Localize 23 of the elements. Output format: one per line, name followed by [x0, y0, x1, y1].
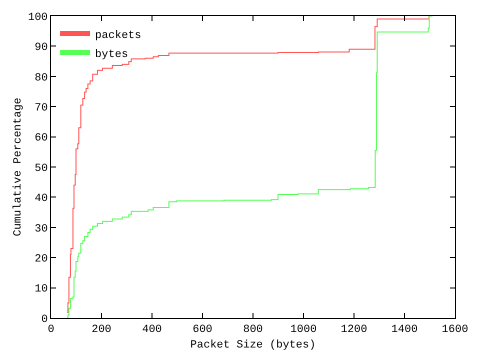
x-tick-label: 400	[142, 324, 162, 336]
y-tick-label: 50	[34, 162, 48, 175]
x-tick-label: 200	[92, 324, 112, 336]
y-tick-label: 40	[34, 193, 48, 206]
y-tick-label: 30	[34, 223, 48, 236]
x-tick-label: 600	[192, 324, 212, 336]
y-tick-label: 100	[28, 12, 48, 24]
y-tick-label: 60	[34, 132, 48, 145]
y-tick-label: 20	[34, 253, 48, 266]
x-tick-label: 1200	[340, 324, 368, 336]
legend-label: bytes	[95, 48, 128, 61]
x-tick-label: 1400	[391, 324, 418, 336]
y-tick-label: 70	[34, 102, 48, 114]
legend-label: packets	[95, 30, 142, 42]
y-tick-label: 90	[34, 42, 48, 54]
x-tick-label: 800	[243, 324, 263, 336]
y-axis-title: Cumulative Percentage	[12, 98, 25, 236]
x-tick-label: 1600	[442, 324, 468, 336]
x-axis-title: Packet Size (bytes)	[190, 339, 316, 352]
y-tick-label: 0	[41, 314, 48, 326]
y-tick-label: 10	[34, 284, 48, 296]
x-tick-label: 1000	[290, 324, 317, 336]
y-tick-label: 80	[34, 72, 48, 84]
